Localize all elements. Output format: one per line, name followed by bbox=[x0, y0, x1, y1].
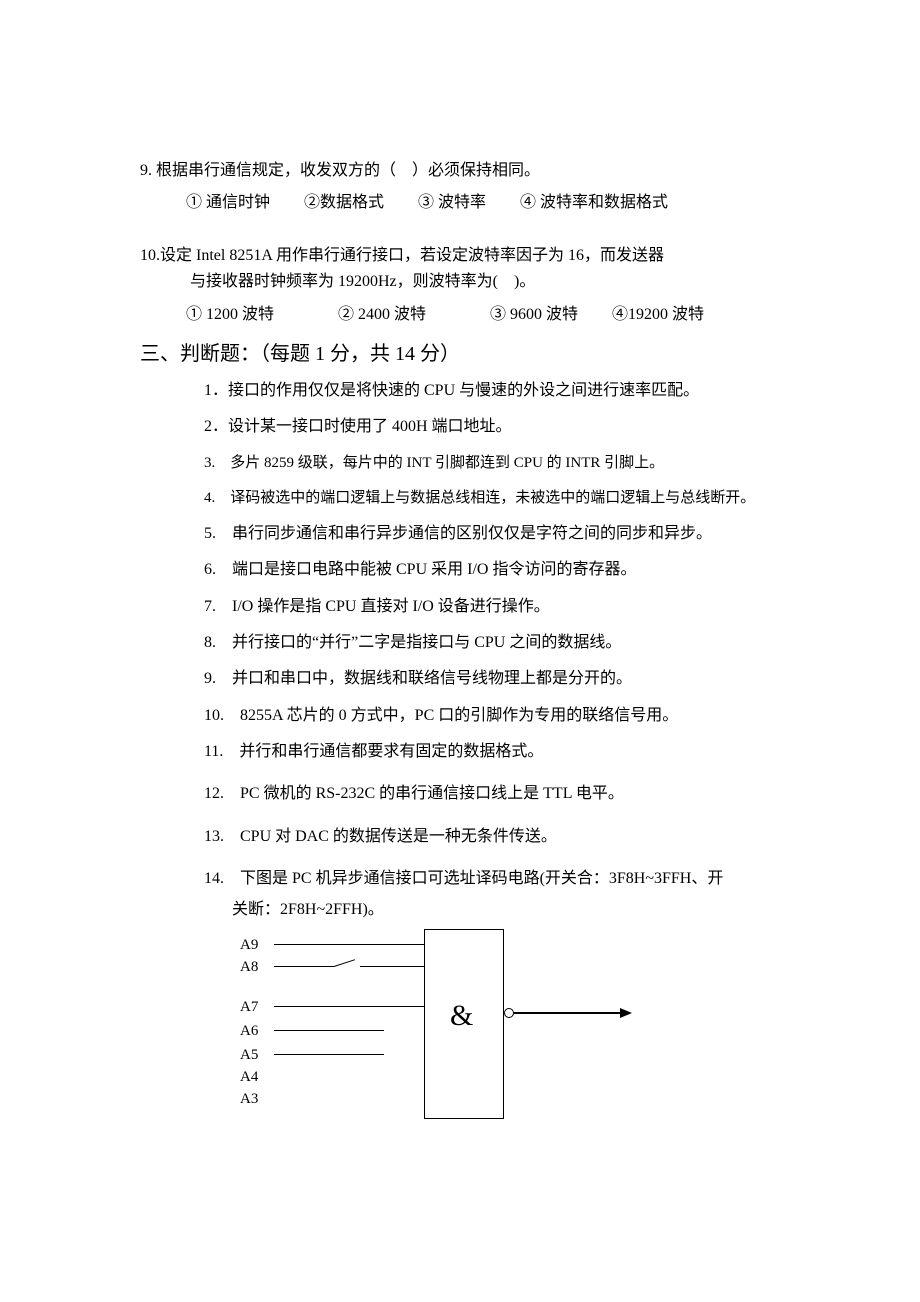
inverter-bubble bbox=[504, 1008, 514, 1018]
wire-a5 bbox=[274, 1054, 384, 1055]
wire-a8-right bbox=[360, 966, 424, 967]
question-9-stem: 9. 根据串行通信规定，收发双方的（ ）必须保持相同。 bbox=[140, 160, 780, 182]
tf-item-10: 10. 8255A 芯片的 0 方式中，PC 口的引脚作为专用的联络信号用。 bbox=[204, 705, 780, 727]
diagram-label-a5: A5 bbox=[240, 1045, 258, 1066]
question-9-options: ① 通信时钟 ②数据格式 ③ 波特率 ④ 波特率和数据格式 bbox=[186, 192, 780, 214]
question-10-options: ① 1200 波特 ② 2400 波特 ③ 9600 波特 ④19200 波特 bbox=[186, 304, 780, 326]
tf-item-5: 5. 串行同步通信和串行异步通信的区别仅仅是字符之间的同步和异步。 bbox=[204, 523, 780, 545]
tf-item-9: 9. 并口和串口中，数据线和联络信号线物理上都是分开的。 bbox=[204, 668, 780, 690]
tf-item-13: 13. CPU 对 DAC 的数据传送是一种无条件传送。 bbox=[204, 826, 780, 848]
tf-item-8: 8. 并行接口的“并行”二字是指接口与 CPU 之间的数据线。 bbox=[204, 632, 780, 654]
tf-item-1: 1．接口的作用仅仅是将快速的 CPU 与慢速的外设之间进行速率匹配。 bbox=[204, 380, 780, 402]
diagram-label-a3: A3 bbox=[240, 1089, 258, 1110]
output-arrowhead bbox=[620, 1008, 632, 1018]
q9-option-4: ④ 波特率和数据格式 bbox=[520, 192, 668, 214]
document-page: 9. 根据串行通信规定，收发双方的（ ）必须保持相同。 ① 通信时钟 ②数据格式… bbox=[0, 0, 920, 1302]
q10-option-1: ① 1200 波特 bbox=[186, 304, 274, 326]
wire-a8-left bbox=[274, 966, 334, 967]
and-gate-symbol: & bbox=[450, 995, 473, 1037]
diagram-label-a8: A8 bbox=[240, 957, 258, 978]
decoder-circuit-diagram: A9 A8 A7 A6 A5 A4 A3 & bbox=[240, 935, 680, 1135]
tf-item-14-cont: 关断：2F8H~2FFH)。 bbox=[232, 899, 780, 921]
q10-option-2: ② 2400 波特 bbox=[338, 304, 426, 326]
tf-item-7: 7. I/O 操作是指 CPU 直接对 I/O 设备进行操作。 bbox=[204, 596, 780, 618]
output-wire bbox=[514, 1012, 624, 1014]
tf-item-4: 4. 译码被选中的端口逻辑上与数据总线相连，未被选中的端口逻辑上与总线断开。 bbox=[204, 488, 780, 509]
diagram-label-a6: A6 bbox=[240, 1021, 258, 1042]
tf-item-14: 14. 下图是 PC 机异步通信接口可选址译码电路(开关合：3F8H~3FFH、… bbox=[204, 868, 780, 890]
tf-item-6: 6. 端口是接口电路中能被 CPU 采用 I/O 指令访问的寄存器。 bbox=[204, 559, 780, 581]
wire-a6 bbox=[274, 1030, 384, 1031]
q10-option-4: ④19200 波特 bbox=[612, 304, 704, 326]
question-10-stem: 10.设定 Intel 8251A 用作串行通行接口，若设定波特率因子为 16，… bbox=[140, 245, 780, 267]
q10-option-3: ③ 9600 波特 bbox=[490, 304, 578, 326]
question-10-stem-cont: 与接收器时钟频率为 19200Hz，则波特率为( )。 bbox=[190, 271, 780, 293]
q9-option-3: ③ 波特率 bbox=[418, 192, 486, 214]
section-3-title: 三、判断题：（每题 1 分，共 14 分） bbox=[140, 340, 780, 368]
diagram-label-a4: A4 bbox=[240, 1067, 258, 1088]
diagram-label-a9: A9 bbox=[240, 935, 258, 956]
tf-item-12: 12. PC 微机的 RS-232C 的串行通信接口线上是 TTL 电平。 bbox=[204, 783, 780, 805]
wire-a9 bbox=[274, 944, 424, 945]
q9-option-2: ②数据格式 bbox=[304, 192, 384, 214]
tf-item-3: 3. 多片 8259 级联，每片中的 INT 引脚都连到 CPU 的 INTR … bbox=[204, 453, 780, 474]
diagram-label-a7: A7 bbox=[240, 997, 258, 1018]
switch-a8 bbox=[334, 959, 355, 967]
tf-item-2: 2．设计某一接口时使用了 400H 端口地址。 bbox=[204, 416, 780, 438]
q9-option-1: ① 通信时钟 bbox=[186, 192, 270, 214]
tf-item-11: 11. 并行和串行通信都要求有固定的数据格式。 bbox=[204, 741, 780, 763]
wire-a7 bbox=[274, 1006, 424, 1007]
